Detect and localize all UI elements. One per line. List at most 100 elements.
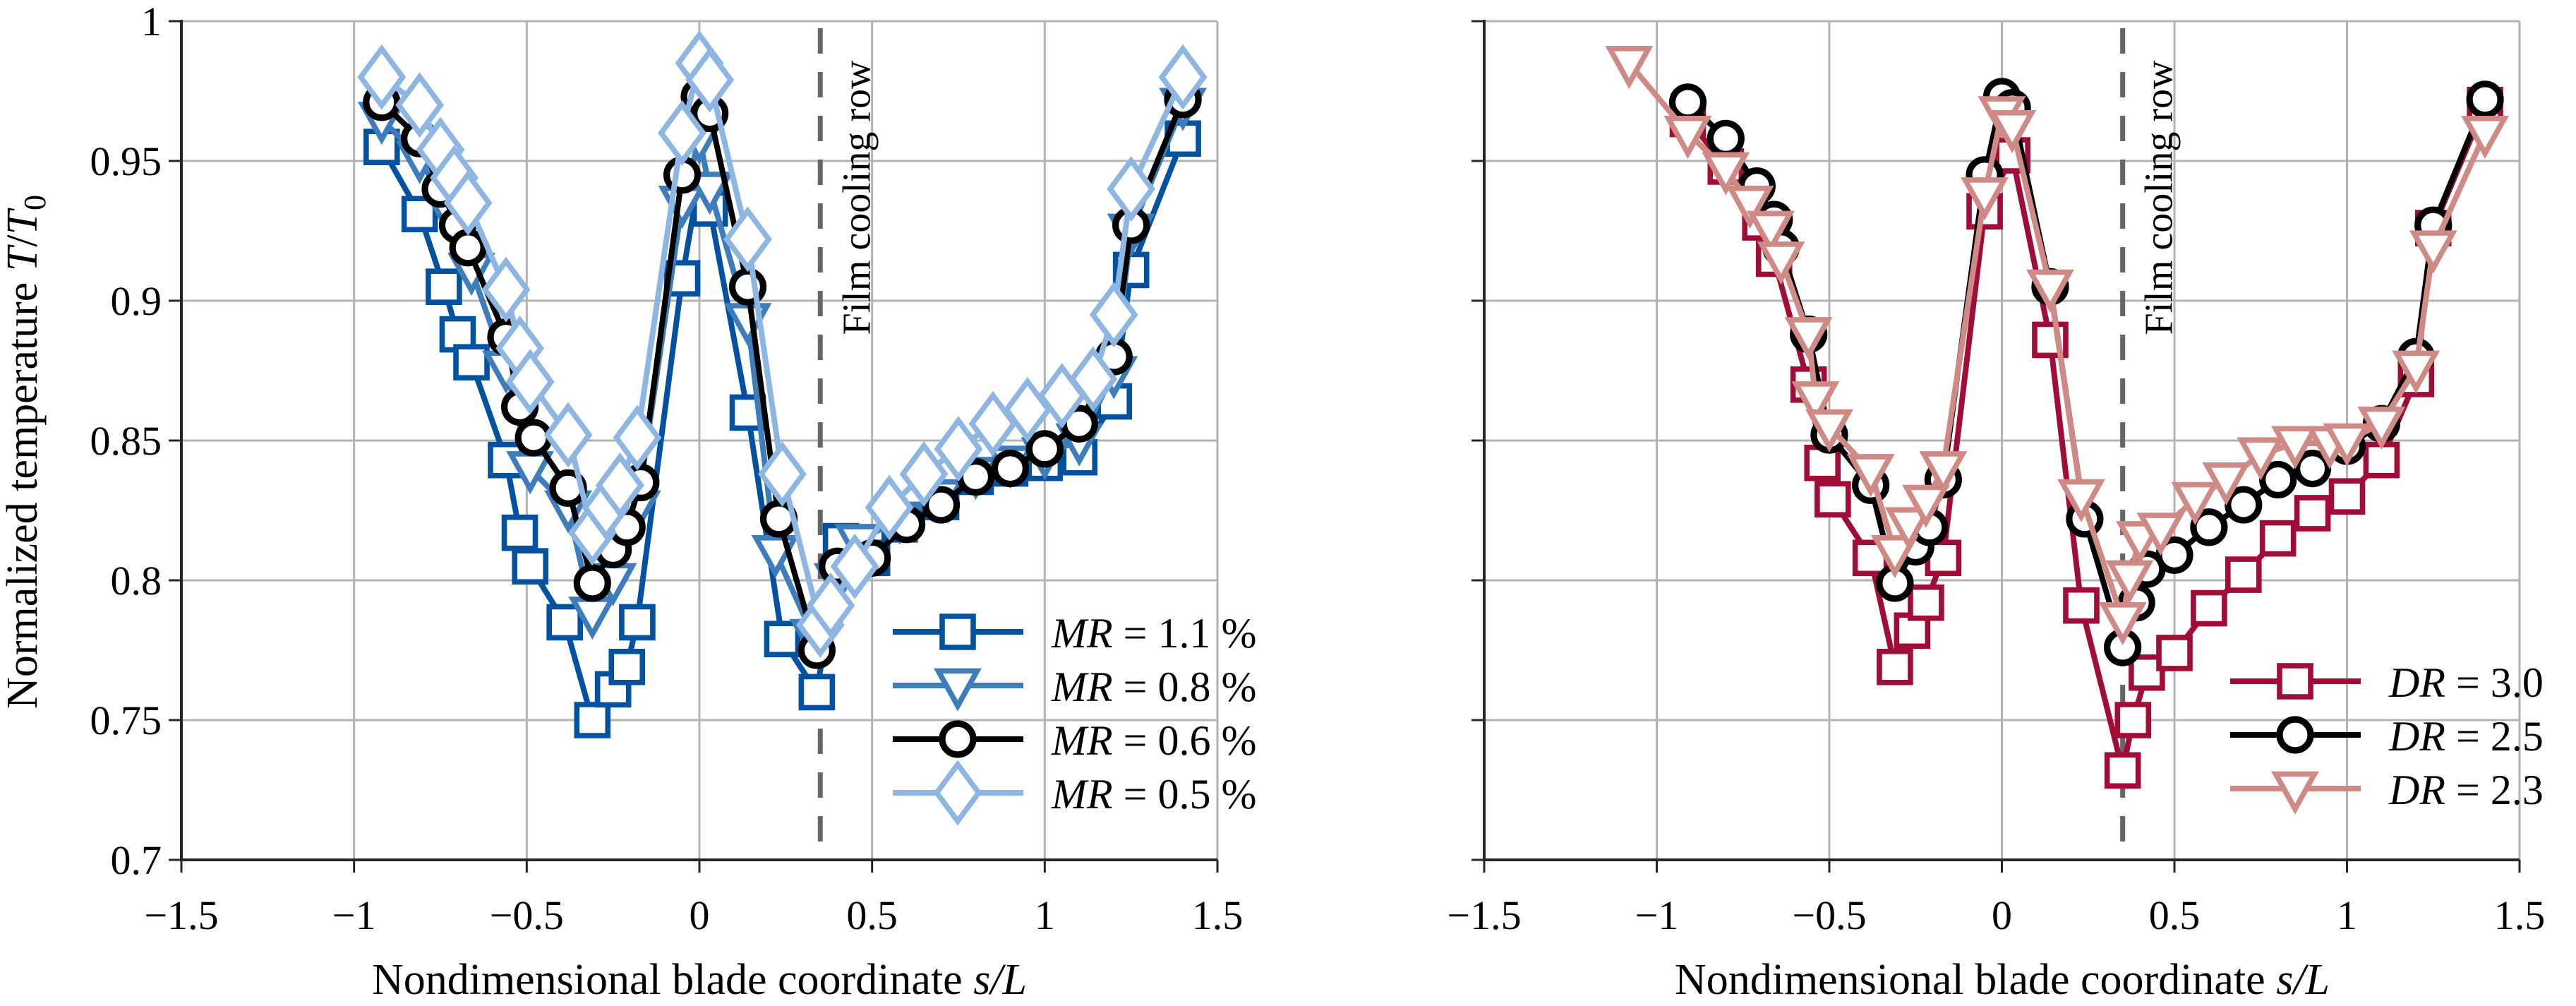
data-point <box>723 206 772 273</box>
data-point <box>1158 44 1208 110</box>
legend-var: MR <box>1051 771 1113 818</box>
data-point <box>1805 409 1853 453</box>
data-point <box>865 474 914 541</box>
legend-item: MR = 0.5 % <box>893 760 1257 826</box>
x-tick-label: 0 <box>1992 892 2012 938</box>
data-point <box>2026 269 2074 313</box>
legend-item: DR = 3.0 <box>2230 659 2544 706</box>
data-point <box>2271 426 2320 469</box>
data-point <box>2225 556 2262 593</box>
data-point <box>426 268 462 305</box>
legend: MR = 1.1 %MR = 0.8 %MR = 0.6 %MR = 0.5 % <box>893 610 1257 826</box>
legend-marker <box>2271 771 2319 815</box>
legend-var: MR <box>1051 717 1113 764</box>
data-point <box>1846 454 1895 498</box>
legend-marker <box>939 613 976 650</box>
legend-value: = 1.1 % <box>1113 610 1257 657</box>
data-point <box>1988 110 2037 154</box>
data-point <box>395 72 445 138</box>
data-point <box>453 344 490 381</box>
y-axis-title-subscript: 0 <box>18 195 52 210</box>
legend-var: DR <box>2388 659 2445 706</box>
data-point <box>443 169 493 236</box>
legend-var: MR <box>1051 664 1113 710</box>
y-axis-title-var2: T <box>0 208 47 235</box>
data-point <box>2323 423 2371 467</box>
data-point <box>1784 317 1833 361</box>
data-point <box>1791 381 1840 425</box>
x-tick-label: 0 <box>690 892 710 938</box>
data-point <box>991 449 1030 488</box>
legend-item: MR = 0.8 % <box>893 664 1256 712</box>
data-point <box>573 564 611 602</box>
legend-marker <box>2277 663 2313 700</box>
data-point <box>1069 346 1118 412</box>
series-mr-0-5- <box>357 30 1208 658</box>
x-axis-title-right: Nondimensional blade coordinate s/L <box>1675 956 2330 1004</box>
data-point <box>2202 462 2251 506</box>
right-panel: −1.5 −1 −0.5 0 0.5 1 1.5 Film cooling row DR = 3… <box>1447 20 2545 938</box>
data-point <box>1707 119 1745 157</box>
y-tick-label: 0.9 <box>111 278 162 324</box>
legend-item: DR = 2.3 <box>2230 767 2544 815</box>
data-point <box>922 486 961 524</box>
data-point <box>1605 45 1654 90</box>
y-tick-label: 1 <box>141 0 162 44</box>
data-point <box>764 621 801 657</box>
data-point <box>1919 451 1968 495</box>
y-tick-label: 0.8 <box>111 558 162 604</box>
data-point <box>619 604 656 641</box>
data-point <box>2259 520 2297 557</box>
data-point <box>830 533 879 599</box>
legend-label: DR = 2.5 <box>2388 713 2544 760</box>
data-point <box>2104 752 2141 789</box>
data-point <box>2129 654 2165 691</box>
x-axis-title-var: s/L <box>973 956 1027 1004</box>
data-point <box>1877 648 1913 685</box>
y-tick-label: 0.7 <box>111 837 162 883</box>
data-point <box>2237 437 2285 481</box>
data-point <box>806 573 855 639</box>
legend-item: MR = 1.1 % <box>893 610 1256 657</box>
x-tick-label: −0.5 <box>490 892 564 938</box>
film-cooling-label: Film cooling row <box>835 60 879 335</box>
legend-item: DR = 2.5 <box>2230 713 2544 760</box>
data-point <box>2191 589 2227 627</box>
data-point <box>1726 185 1774 229</box>
data-point <box>1908 584 1944 621</box>
legend-value: = 3.0 <box>2445 659 2544 706</box>
data-point <box>501 514 538 551</box>
x-tick-label: −0.5 <box>1792 892 1866 938</box>
legend: DR = 3.0 DR = 2.5 DR = 2.3 <box>2230 659 2544 815</box>
legend-value: = 0.5 % <box>1113 771 1257 818</box>
data-point <box>685 47 735 113</box>
legend-marker <box>933 760 982 826</box>
data-point <box>1107 156 1156 222</box>
data-point <box>449 229 487 267</box>
series-dr-2-3 <box>1605 45 2510 646</box>
data-point <box>2063 587 2100 624</box>
x-tick-label: 0.5 <box>2149 892 2201 938</box>
data-point <box>758 441 807 507</box>
data-point <box>505 349 555 415</box>
data-point <box>512 548 549 585</box>
x-tick-label: 1.5 <box>1192 892 1244 938</box>
x-tick-label: −1.5 <box>144 892 218 938</box>
legend-value: = 0.6 % <box>1113 717 1257 764</box>
data-point <box>2190 508 2228 546</box>
x-axis-title-left: Nondimensional blade coordinate s/L <box>372 956 1027 1004</box>
y-tick-label: 0.95 <box>90 138 162 184</box>
y-axis-title-var: T <box>0 244 47 271</box>
data-point <box>596 452 644 518</box>
legend-label: DR = 2.3 <box>2388 767 2544 813</box>
data-point <box>1089 282 1138 348</box>
legend-var: MR <box>1051 610 1113 657</box>
y-axis-title: Normalized temperature T/T0 <box>0 195 52 709</box>
legend-marker <box>2276 716 2314 754</box>
data-point <box>934 416 983 482</box>
data-point <box>1961 177 2009 221</box>
data-point <box>357 44 407 110</box>
data-point <box>2057 479 2105 522</box>
legend-var: DR <box>2388 767 2445 813</box>
